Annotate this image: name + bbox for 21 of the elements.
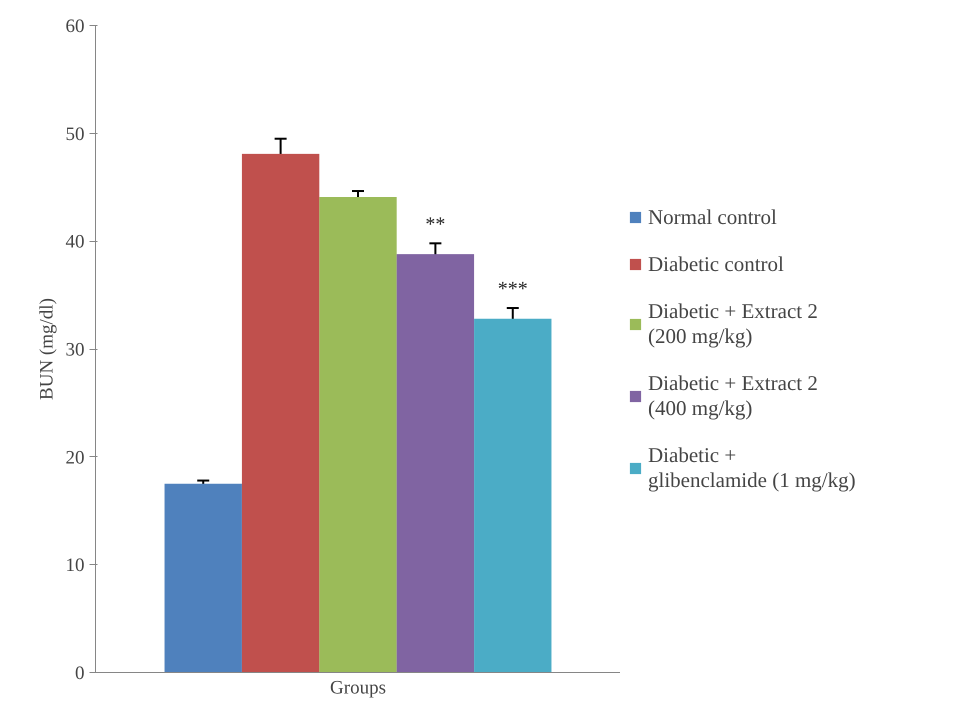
y-tick-label: 30 — [66, 340, 84, 360]
legend-label: Diabetic control — [648, 252, 784, 276]
annotation: ** — [425, 213, 446, 236]
legend-label: Diabetic + Extract 2 (200 mg/kg) — [648, 298, 818, 348]
legend-label: Diabetic + glibenclamide (1 mg/kg) — [648, 442, 856, 492]
y-tick-label: 20 — [66, 447, 84, 468]
legend-label: Normal control — [648, 204, 777, 230]
bar — [319, 196, 397, 672]
y-axis-title: BUN (mg/dl) — [36, 298, 58, 400]
x-axis-title: Groups — [330, 678, 386, 698]
y-tick-label: 0 — [75, 663, 84, 684]
y-tick-label: 10 — [66, 555, 84, 576]
legend-label: Diabetic + Extract 2 (400 mg/kg) — [648, 370, 818, 420]
bar — [396, 254, 474, 672]
y-tick-label: 50 — [66, 124, 84, 145]
annotation: *** — [498, 278, 528, 300]
bar — [474, 318, 552, 672]
y-tick-label: 40 — [66, 232, 84, 253]
bar — [164, 484, 242, 672]
y-tick-label: 60 — [66, 16, 84, 37]
bar — [242, 154, 320, 672]
